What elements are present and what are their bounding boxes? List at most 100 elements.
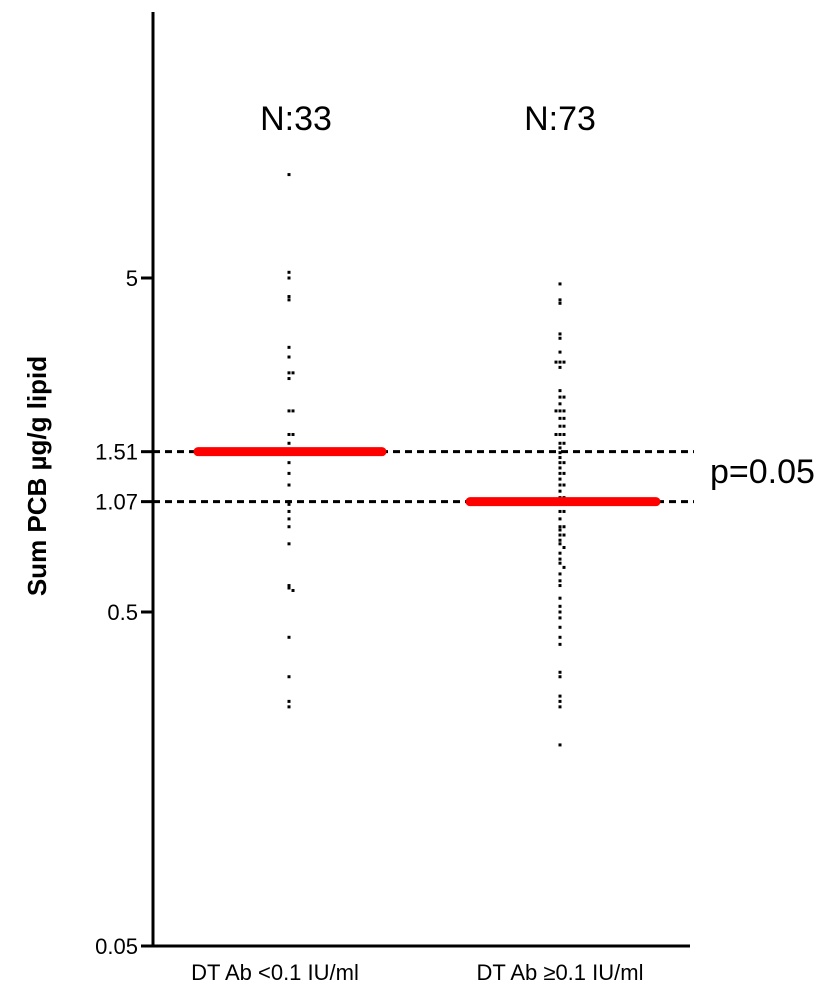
data-point-group2-33 xyxy=(562,471,566,475)
data-point-group1-11 xyxy=(291,409,295,413)
data-point-group2-12 xyxy=(562,395,566,399)
y-tick-label-0: 0.05 xyxy=(95,934,138,959)
data-point-group2-31 xyxy=(558,466,562,470)
data-point-group2-20 xyxy=(562,424,566,428)
data-point-group1-31 xyxy=(287,699,291,703)
data-point-group2-43 xyxy=(562,509,566,513)
category-label-2: DT Ab ≥0.1 IU/ml xyxy=(477,960,644,985)
data-point-group1-3 xyxy=(287,295,291,299)
data-point-group1-29 xyxy=(287,635,291,639)
data-point-group1-19 xyxy=(287,483,291,487)
data-point-group1-32 xyxy=(287,705,291,709)
data-point-group1-26 xyxy=(287,584,291,588)
data-point-group2-22 xyxy=(562,432,566,436)
data-point-group1-7 xyxy=(287,371,291,375)
data-point-group1-10 xyxy=(287,409,291,413)
y-tick-label-2: 1.07 xyxy=(95,490,138,515)
data-point-group1-6 xyxy=(287,355,291,359)
data-point-group2-47 xyxy=(558,528,562,532)
data-point-group2-72 xyxy=(558,743,562,747)
data-point-group2-18 xyxy=(562,416,566,420)
data-point-group2-64 xyxy=(558,625,562,629)
data-point-group2-24 xyxy=(558,441,562,445)
data-point-group2-8 xyxy=(554,360,558,364)
data-point-group2-45 xyxy=(558,525,562,529)
data-point-group1-17 xyxy=(287,461,291,465)
data-point-group1-4 xyxy=(287,298,291,302)
data-point-group1-5 xyxy=(287,345,291,349)
data-point-group1-27 xyxy=(287,586,291,590)
data-point-group1-14 xyxy=(287,441,291,445)
data-point-group2-3 xyxy=(558,332,562,336)
data-point-group2-0 xyxy=(558,282,562,286)
data-point-group2-16 xyxy=(554,409,558,413)
data-point-group2-32 xyxy=(558,471,562,475)
data-point-group1-0 xyxy=(287,173,291,177)
data-point-group2-14 xyxy=(558,409,562,413)
data-point-group1-28 xyxy=(291,588,295,592)
data-point-group1-21 xyxy=(287,502,291,506)
data-point-group2-19 xyxy=(558,424,562,428)
data-point-group2-30 xyxy=(562,461,566,465)
data-point-group1-18 xyxy=(287,471,291,475)
group-count-label-2: N:73 xyxy=(524,100,596,138)
data-point-group2-60 xyxy=(558,596,562,600)
data-point-group2-42 xyxy=(558,509,562,513)
data-point-group1-12 xyxy=(287,432,291,436)
data-point-group2-7 xyxy=(562,360,566,364)
data-point-group2-70 xyxy=(558,699,562,703)
data-point-group2-1 xyxy=(558,298,562,302)
data-point-group2-4 xyxy=(558,336,562,340)
data-point-group2-67 xyxy=(558,670,562,674)
data-point-group2-9 xyxy=(558,365,562,369)
data-point-group2-5 xyxy=(558,350,562,354)
data-point-group2-49 xyxy=(562,533,566,537)
data-point-group1-30 xyxy=(287,675,291,679)
data-point-group2-59 xyxy=(558,584,562,588)
data-point-group1-8 xyxy=(291,371,295,375)
data-point-group2-65 xyxy=(558,635,562,639)
data-point-group2-66 xyxy=(558,642,562,646)
data-point-group2-17 xyxy=(558,416,562,420)
data-point-group2-53 xyxy=(558,551,562,555)
data-point-group2-44 xyxy=(558,517,562,521)
data-point-group1-25 xyxy=(287,542,291,546)
data-point-group2-34 xyxy=(558,477,562,481)
y-tick-label-1: 0.5 xyxy=(107,600,138,625)
data-point-group2-55 xyxy=(558,561,562,565)
data-point-group2-63 xyxy=(558,616,562,620)
data-point-group2-15 xyxy=(562,409,566,413)
data-point-group2-69 xyxy=(558,694,562,698)
data-point-group2-23 xyxy=(554,432,558,436)
data-point-group1-24 xyxy=(287,525,291,529)
data-point-group2-46 xyxy=(562,525,566,529)
data-point-group2-27 xyxy=(558,451,562,455)
data-point-group2-62 xyxy=(558,610,562,614)
data-point-group2-37 xyxy=(558,489,562,493)
data-point-group2-50 xyxy=(558,538,562,542)
data-point-group2-28 xyxy=(558,456,562,460)
data-point-group2-48 xyxy=(558,533,562,537)
data-point-group2-13 xyxy=(558,402,562,406)
data-point-group2-29 xyxy=(558,461,562,465)
data-point-group2-21 xyxy=(558,432,562,436)
data-point-group2-57 xyxy=(558,572,562,576)
data-point-group1-23 xyxy=(287,517,291,521)
data-point-group2-2 xyxy=(558,301,562,305)
y-axis-title: Sum PCB µg/g lipid xyxy=(22,356,52,596)
data-point-group2-56 xyxy=(562,565,566,569)
data-point-group1-13 xyxy=(291,432,295,436)
data-point-group2-61 xyxy=(558,604,562,608)
data-point-group2-25 xyxy=(562,441,566,445)
p-value-annotation: p=0.05 xyxy=(710,453,815,491)
y-tick-label-3: 1.51 xyxy=(95,440,138,465)
data-point-group2-36 xyxy=(562,483,566,487)
data-point-group2-68 xyxy=(558,675,562,679)
data-point-group1-9 xyxy=(287,377,291,381)
data-point-group2-71 xyxy=(558,705,562,709)
data-point-group2-26 xyxy=(558,446,562,450)
data-point-group2-11 xyxy=(558,395,562,399)
data-point-group2-54 xyxy=(558,557,562,561)
data-point-group1-22 xyxy=(287,509,291,513)
